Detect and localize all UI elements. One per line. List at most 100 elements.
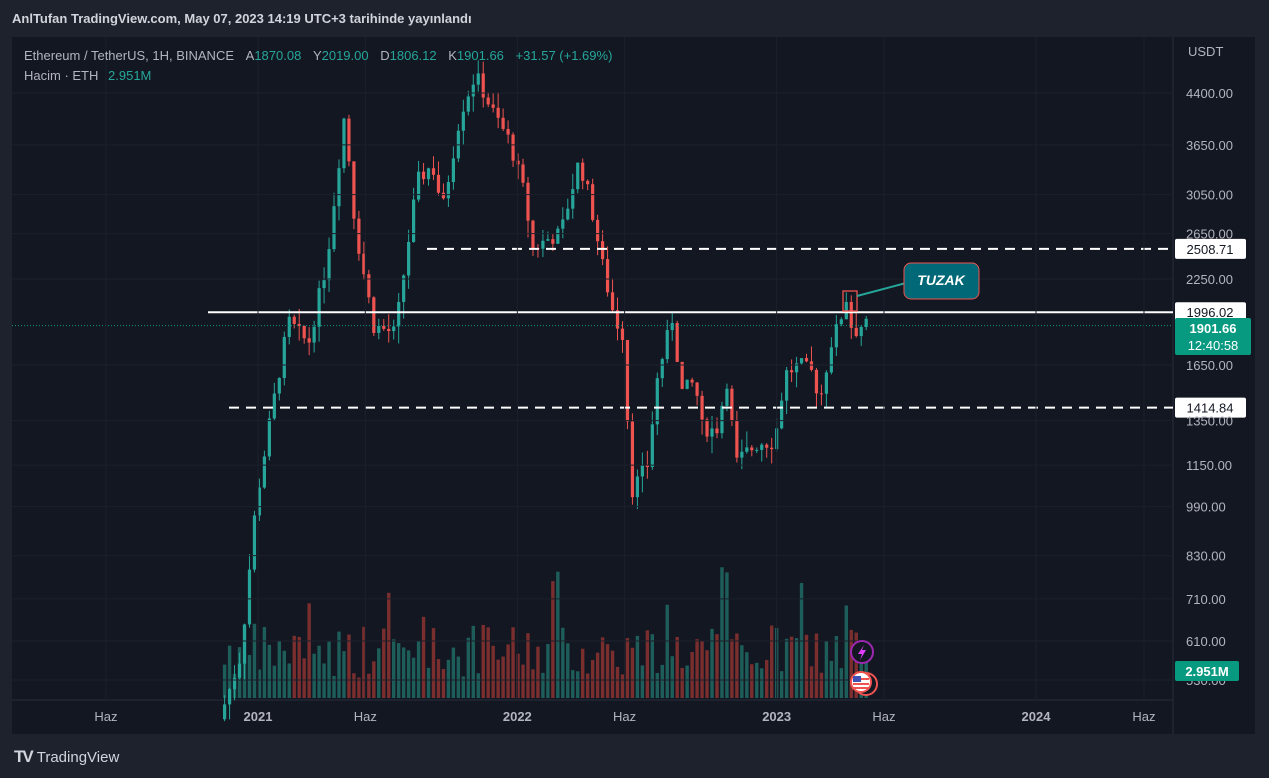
candle-body — [377, 325, 381, 333]
volume-bar — [859, 642, 863, 698]
volume-bar — [665, 604, 669, 698]
candle-body — [292, 316, 296, 324]
volume-bar — [481, 624, 485, 698]
candle-body — [496, 107, 500, 118]
volume-bar — [416, 640, 421, 698]
candle-body — [357, 218, 361, 254]
candle-body — [362, 253, 366, 275]
volume-bar — [357, 677, 361, 698]
candle-body — [640, 465, 644, 477]
candle-body — [799, 358, 804, 364]
volume-bar — [784, 638, 789, 698]
candle-body — [392, 326, 396, 332]
volume-bar — [516, 653, 520, 698]
volume-bar — [441, 669, 446, 698]
price-tick-label: 2250.00 — [1186, 272, 1233, 287]
lightning-event-icon[interactable] — [850, 640, 874, 664]
candle-body — [645, 465, 649, 468]
candle-body — [387, 328, 391, 332]
price-tick-label: 3050.00 — [1186, 188, 1233, 203]
candle-body — [760, 444, 764, 450]
level-price-label: 1414.84 — [1187, 401, 1234, 416]
volume-bar — [556, 571, 560, 698]
volume-bar — [625, 638, 630, 698]
volume-bar — [491, 645, 495, 698]
volume-bar — [431, 628, 436, 698]
candle-body — [317, 288, 321, 327]
volume-bar — [322, 663, 326, 698]
volume-bar — [571, 670, 575, 698]
candle-body — [834, 324, 838, 348]
volume-bar — [387, 592, 391, 698]
volume-bar — [824, 641, 829, 698]
horizontal-levels: 2508.71 1996.02 1414.84 — [12, 238, 1246, 418]
price-tick-label: 2650.00 — [1186, 227, 1233, 242]
candle-body — [556, 228, 560, 244]
volume-bar — [227, 645, 232, 698]
chart-panel[interactable] — [12, 37, 1255, 734]
volume-bar — [710, 628, 714, 698]
candle-body — [481, 73, 485, 98]
candle-body — [819, 393, 824, 395]
candle-body — [710, 428, 714, 437]
tuzak-annotation[interactable]: TUZAK — [842, 262, 980, 312]
candle-body — [824, 372, 829, 394]
time-tick-label: Haz — [1132, 709, 1155, 724]
volume-bar — [839, 668, 844, 698]
volume-bar — [720, 567, 724, 698]
volume-bar — [854, 632, 858, 698]
candle-body — [725, 388, 729, 406]
candle-body — [312, 326, 316, 343]
candles — [223, 60, 868, 722]
volume-bar — [536, 646, 540, 698]
volume-value: 2.951M — [108, 68, 152, 83]
annotation-pointer — [856, 282, 907, 297]
volume-bar — [501, 656, 505, 698]
candle-body — [685, 379, 689, 389]
candle-body — [277, 378, 281, 394]
candle-body — [272, 393, 276, 419]
candle-body — [690, 379, 694, 383]
us-flag-event-icon[interactable] — [850, 671, 878, 696]
volume-bar — [580, 648, 585, 698]
candle-body — [227, 689, 232, 705]
candle-body — [665, 330, 669, 360]
candle-body — [561, 219, 565, 229]
candle-body — [591, 184, 595, 220]
volume-bars — [222, 567, 868, 698]
volume-bar — [809, 666, 814, 698]
candle-body — [854, 327, 858, 337]
price-tick-label: 1650.00 — [1186, 358, 1233, 373]
volume-bar — [829, 660, 834, 698]
candle-body — [382, 325, 386, 329]
volume-bar — [247, 654, 252, 698]
volume-bar — [630, 647, 635, 698]
volume-bar — [401, 647, 406, 698]
candle-body — [551, 239, 555, 244]
candle-body — [347, 118, 351, 162]
volume-bar — [620, 674, 625, 698]
volume-bar — [635, 635, 640, 698]
candle-body — [441, 192, 446, 199]
time-tick-label: 2024 — [1022, 709, 1052, 724]
candle-body — [864, 318, 868, 327]
candle-body — [804, 358, 809, 362]
volume-bar — [610, 650, 615, 698]
low-value: 1806.12 — [389, 48, 437, 63]
volume-bar — [446, 659, 451, 698]
candle-body — [416, 171, 421, 200]
price-tick-label: 4400.00 — [1186, 86, 1233, 101]
volume-bar — [332, 675, 336, 698]
candle-body — [407, 241, 411, 276]
tradingview-brand[interactable]: TV TradingView — [14, 747, 119, 767]
annotation-text: TUZAK — [917, 272, 965, 288]
candle-body — [337, 168, 341, 207]
volume-bar — [655, 672, 660, 698]
brand-name: TradingView — [36, 748, 120, 766]
volume-bar — [595, 652, 600, 698]
candle-body — [307, 338, 311, 343]
candle-body — [680, 361, 684, 389]
candle-body — [501, 117, 505, 129]
volume-bar — [551, 581, 555, 698]
